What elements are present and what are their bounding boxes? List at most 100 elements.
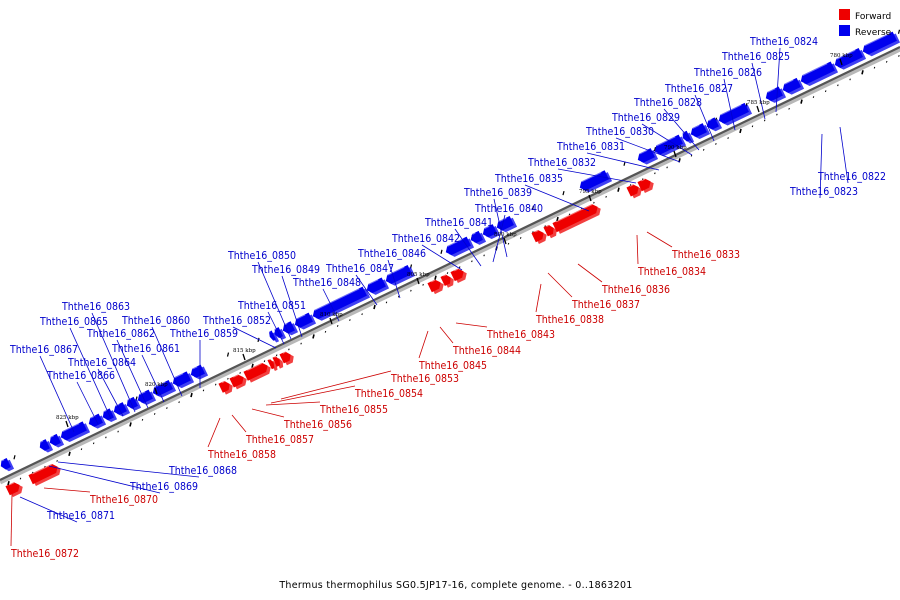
gene-label[interactable]: Ththe16_0824 xyxy=(749,36,818,48)
gene-label[interactable]: Ththe16_0862 xyxy=(86,328,155,340)
label-leader-line xyxy=(636,234,639,265)
gene-label[interactable]: Ththe16_0858 xyxy=(207,449,276,461)
gene-label[interactable]: Ththe16_0827 xyxy=(664,83,733,95)
scale-tick xyxy=(800,99,803,104)
gene-label[interactable]: Ththe16_0852 xyxy=(202,315,271,327)
gene-label[interactable]: Ththe16_0853 xyxy=(390,373,459,385)
gene-arrow xyxy=(5,482,23,498)
scale-tick xyxy=(251,363,254,368)
gene-arrow-body xyxy=(190,364,205,378)
gene-arrow xyxy=(427,279,444,295)
gene-arrow-body xyxy=(218,380,230,393)
gene-arrow-highlight xyxy=(784,79,794,85)
gene-label[interactable]: Ththe16_0867 xyxy=(9,344,78,356)
scale-tick xyxy=(178,401,180,404)
gene-label[interactable]: Ththe16_0831 xyxy=(556,141,625,153)
gene-arrow-highlight xyxy=(454,268,459,272)
gene-label[interactable]: Ththe16_0850 xyxy=(227,250,296,262)
gene-label[interactable]: Ththe16_0868 xyxy=(168,465,237,477)
gene-label[interactable]: Ththe16_0830 xyxy=(585,126,654,138)
scale-tick xyxy=(324,330,327,333)
label-leader-line xyxy=(265,401,321,406)
label-leader-line xyxy=(151,326,183,397)
gene-label[interactable]: Ththe16_0870 xyxy=(89,494,158,506)
gene-label[interactable]: Ththe16_0842 xyxy=(391,233,460,245)
gene-label[interactable]: Ththe16_0869 xyxy=(129,481,198,493)
gene-arrow xyxy=(152,380,177,398)
gene-label[interactable]: Ththe16_0863 xyxy=(61,301,130,313)
label-leader-line xyxy=(421,244,463,271)
gene-label[interactable]: Ththe16_0836 xyxy=(601,284,670,296)
kbp-tick xyxy=(154,387,158,395)
gene-label[interactable]: Ththe16_0864 xyxy=(67,357,136,369)
gene-arrow xyxy=(28,463,61,487)
gene-label[interactable]: Ththe16_0865 xyxy=(39,316,108,328)
gene-arrow-body xyxy=(450,268,464,282)
scale-tick xyxy=(166,407,168,410)
gene-arrow-highlight xyxy=(1,459,5,462)
gene-label[interactable]: Ththe16_0846 xyxy=(357,248,426,260)
gene-arrow-body xyxy=(279,351,291,364)
gene-arrow-body xyxy=(243,362,268,381)
scale-tick xyxy=(666,166,668,169)
gene-label[interactable]: Ththe16_0837 xyxy=(571,299,640,311)
gene-arrow xyxy=(690,123,711,139)
gene-label[interactable]: Ththe16_0855 xyxy=(319,404,388,416)
gene-arrow-body xyxy=(5,482,20,496)
scale-tick xyxy=(349,319,351,321)
scale-tick xyxy=(263,360,266,363)
gene-label[interactable]: Ththe16_0828 xyxy=(633,97,702,109)
gene-label[interactable]: Ththe16_0854 xyxy=(354,388,423,400)
gene-label[interactable]: Ththe16_0861 xyxy=(111,343,180,355)
gene-arrow-highlight xyxy=(864,33,890,47)
gene-arrow xyxy=(800,61,839,87)
gene-arrow xyxy=(243,362,271,383)
gene-label[interactable]: Ththe16_0841 xyxy=(424,217,493,229)
gene-label[interactable]: Ththe16_0847 xyxy=(325,263,394,275)
gene-label[interactable]: Ththe16_0840 xyxy=(474,203,543,215)
gene-label[interactable]: Ththe16_0826 xyxy=(693,67,762,79)
gene-label[interactable]: Ththe16_0845 xyxy=(418,360,487,372)
gene-arrow-highlight xyxy=(32,463,53,475)
scale-tick xyxy=(812,96,815,98)
gene-arrow-highlight xyxy=(221,380,225,384)
gene-label[interactable]: Ththe16_0844 xyxy=(452,345,521,357)
gene-arrow-body xyxy=(152,380,173,396)
gene-label[interactable]: Ththe16_0857 xyxy=(245,434,314,446)
gene-label[interactable]: Ththe16_0823 xyxy=(789,186,858,198)
gene-label[interactable]: Ththe16_0832 xyxy=(527,157,596,169)
gene-label[interactable]: Ththe16_0849 xyxy=(251,264,320,276)
gene-label[interactable]: Ththe16_0833 xyxy=(671,249,740,261)
gene-label[interactable]: Ththe16_0872 xyxy=(10,548,79,560)
scale-tick xyxy=(80,448,83,451)
gene-arrow-highlight xyxy=(472,232,476,235)
gene-arrow-body xyxy=(470,230,483,243)
gene-label[interactable]: Ththe16_0871 xyxy=(46,510,115,522)
gene-label[interactable]: Ththe16_0843 xyxy=(486,329,555,341)
gene-label[interactable]: Ththe16_0822 xyxy=(817,171,886,183)
gene-label[interactable]: Ththe16_0829 xyxy=(611,112,680,124)
label-leader-line xyxy=(270,385,356,404)
label-leader-line xyxy=(455,322,488,328)
gene-arrow-body xyxy=(445,236,471,255)
gene-label[interactable]: Ththe16_0838 xyxy=(535,314,604,326)
gene-arrow-body xyxy=(862,31,897,55)
gene-label[interactable]: Ththe16_0860 xyxy=(121,315,190,327)
gene-arrow xyxy=(445,236,475,257)
gene-label[interactable]: Ththe16_0848 xyxy=(292,277,361,289)
gene-label[interactable]: Ththe16_0825 xyxy=(721,51,790,63)
scale-tick xyxy=(702,148,705,151)
gene-label[interactable]: Ththe16_0851 xyxy=(237,300,306,312)
gene-arrow-body xyxy=(626,184,639,197)
gene-arrow-highlight xyxy=(233,374,239,378)
gene-label[interactable]: Ththe16_0835 xyxy=(494,173,563,185)
gene-label[interactable]: Ththe16_0859 xyxy=(169,328,238,340)
gene-label[interactable]: Ththe16_0856 xyxy=(283,419,352,431)
gene-arrow-body xyxy=(102,408,114,421)
legend: Forward Reverse xyxy=(839,9,892,38)
gene-label[interactable]: Ththe16_0866 xyxy=(46,370,115,382)
gene-label[interactable]: Ththe16_0834 xyxy=(637,266,706,278)
gene-label[interactable]: Ththe16_0839 xyxy=(463,187,532,199)
label-leader-line xyxy=(57,461,200,478)
